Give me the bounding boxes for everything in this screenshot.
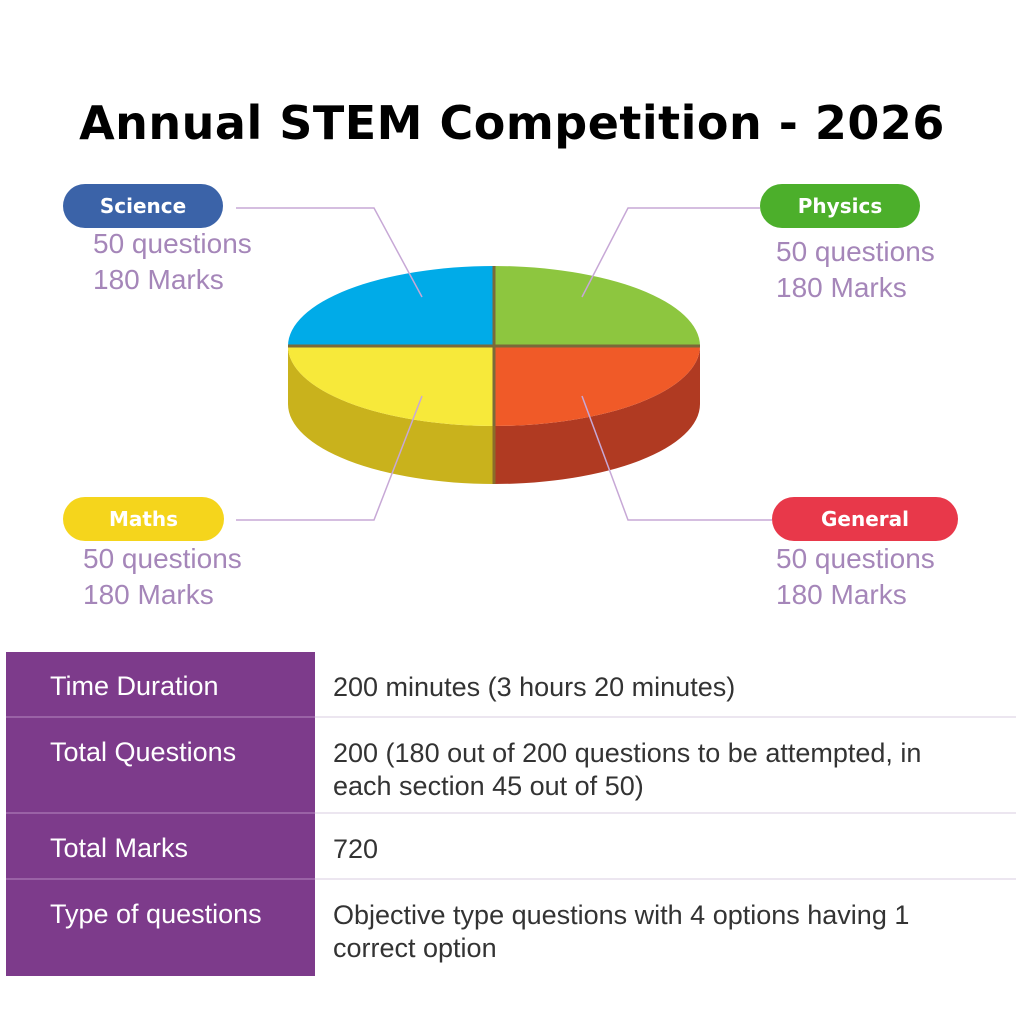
row-value: Objective type questions with 4 options … [333,900,910,963]
legend-pill-science: Science [63,184,223,228]
chart-title: Annual STEM Competition - 2026 [79,96,945,150]
general-marks: 180 Marks [776,579,907,610]
row-label: Total Questions [6,718,315,814]
table-row: Time Duration 200 minutes (3 hours 20 mi… [6,652,1016,718]
table-row: Total Questions 200 (180 out of 200 ques… [6,718,1016,814]
legend-info-maths: 50 questions 180 Marks [83,541,242,613]
row-value: 200 minutes (3 hours 20 minutes) [333,672,736,702]
legend-pill-general: General [772,497,958,541]
exam-info-table: Time Duration 200 minutes (3 hours 20 mi… [6,652,1016,976]
maths-marks: 180 Marks [83,579,214,610]
science-questions: 50 questions [93,228,252,259]
legend-info-general: 50 questions 180 Marks [776,541,935,613]
row-value: 200 (180 out of 200 questions to be atte… [333,738,922,801]
leader-line-general [581,395,772,521]
table-row: Total Marks 720 [6,814,1016,880]
table-row: Type of questions Objective type questio… [6,880,1016,976]
leader-line-physics [581,207,760,298]
pie-slice-general [494,346,700,426]
legend-pill-maths: Maths [63,497,224,541]
row-label: Time Duration [6,652,315,718]
pie-slice-science [288,266,494,346]
legend-info-physics: 50 questions 180 Marks [776,234,935,306]
pie-side-general [494,346,700,484]
physics-questions: 50 questions [776,236,935,267]
pie-side-maths [288,346,494,484]
maths-questions: 50 questions [83,543,242,574]
row-value: 720 [333,834,379,864]
row-label: Total Marks [6,814,315,880]
science-marks: 180 Marks [93,264,224,295]
legend-pill-physics: Physics [760,184,920,228]
row-label: Type of questions [6,880,315,976]
general-questions: 50 questions [776,543,935,574]
leader-line-science [236,207,423,298]
legend-info-science: 50 questions 180 Marks [93,226,252,298]
pie-slice-physics [494,266,700,346]
leader-line-maths [236,395,423,521]
pie-chart [236,207,772,521]
physics-marks: 180 Marks [776,272,907,303]
pie-slice-maths [288,346,494,426]
